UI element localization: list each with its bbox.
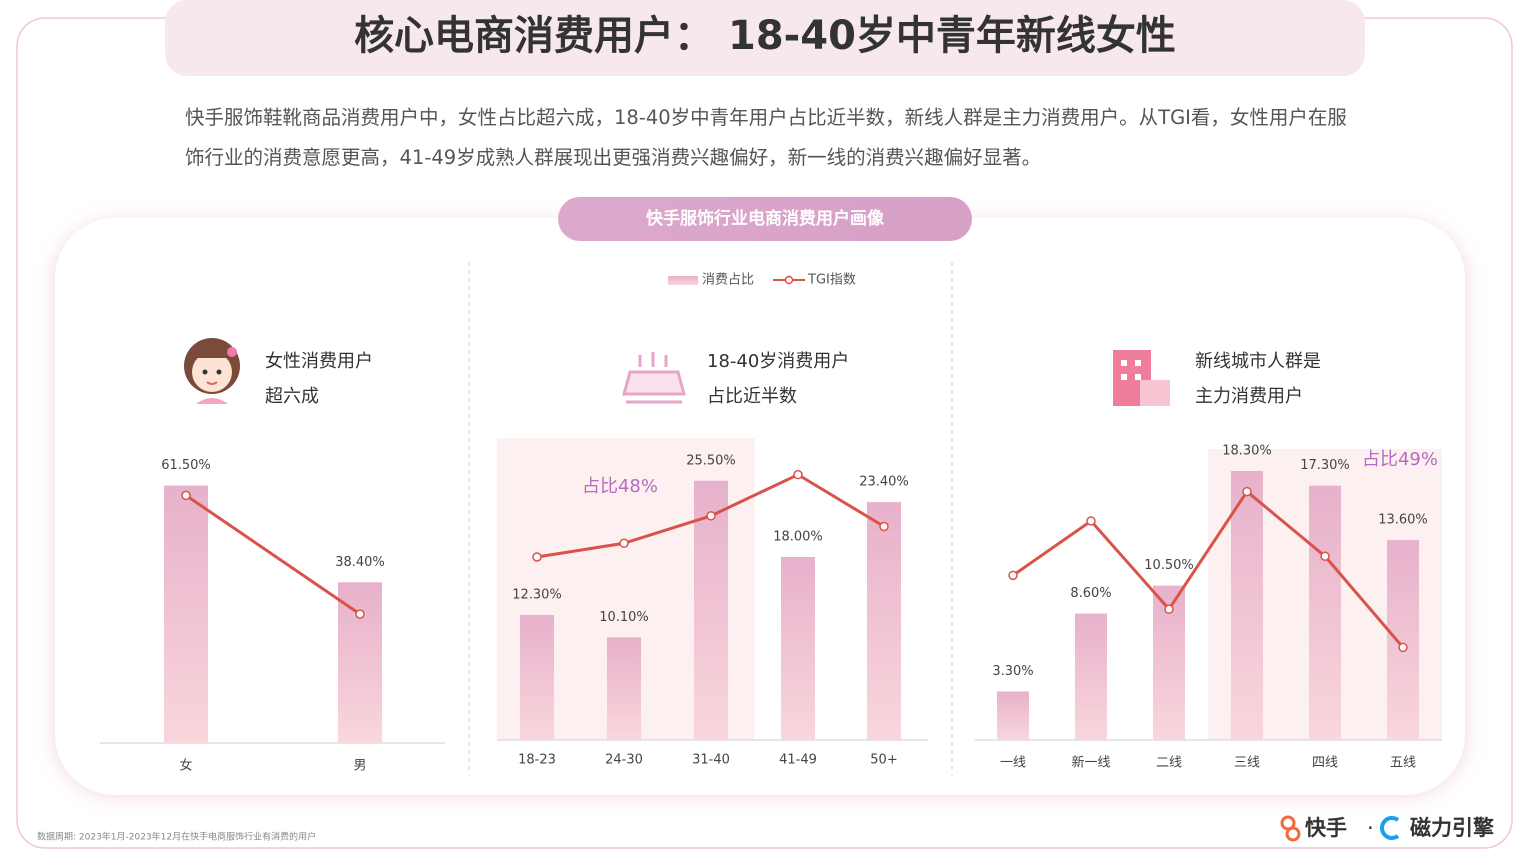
bar (164, 485, 208, 743)
description: 快手服饰鞋靴商品消费用户中，女性占比超六成，18-40岁中青年用户占比近半数，新… (185, 106, 1347, 169)
value-label: 18.00% (773, 530, 823, 545)
x-tick-label: 一线 (1000, 756, 1026, 771)
bar (520, 614, 554, 740)
bar (1231, 470, 1263, 740)
bar (867, 502, 901, 740)
x-tick-label: 24-30 (605, 753, 643, 768)
title-banner (165, 0, 1365, 76)
highlight-label: 占比49% (1362, 449, 1438, 470)
bar (1387, 540, 1419, 740)
chart-heading: 占比近半数 (707, 386, 797, 407)
x-tick-label: 三线 (1234, 756, 1260, 771)
tgi-marker (1164, 604, 1174, 614)
value-label: 10.50% (1144, 558, 1194, 573)
x-tick-label: 31-40 (692, 753, 730, 768)
value-label: 8.60% (1070, 586, 1111, 601)
x-tick-label: 18-23 (518, 753, 556, 768)
chart-heading: 超六成 (265, 386, 319, 407)
x-tick-label: 女 (179, 758, 192, 774)
x-tick-label: 41-49 (779, 753, 817, 768)
x-tick-label: 二线 (1156, 756, 1182, 771)
panel (55, 218, 1465, 795)
tgi-line (185, 494, 361, 616)
tgi-marker (1242, 486, 1252, 497)
bar (338, 582, 382, 743)
tgi-marker (181, 490, 191, 501)
tgi-marker (793, 469, 803, 480)
value-label: 3.30% (992, 664, 1033, 679)
brand-separator: · (1367, 816, 1374, 840)
brand-logo (1280, 815, 1400, 842)
chart-heading: 新线城市人群是 (1195, 351, 1321, 372)
bar (1075, 613, 1107, 740)
legend-label: 消费占比 (702, 273, 754, 288)
value-label: 12.30% (512, 587, 562, 602)
tgi-marker (879, 521, 889, 532)
building-icon (1113, 350, 1170, 406)
tgi-marker (1008, 570, 1018, 581)
tgi-marker (706, 511, 716, 521)
x-tick-label: 新一线 (1071, 755, 1110, 771)
source: 数据周期: 2023年1月-2023年12月在快手电商服饰行业有消费的用户 (37, 831, 316, 843)
highlight-label: 占比48% (582, 476, 658, 497)
bar (1309, 485, 1341, 740)
legend-label: TGI指数 (807, 273, 856, 288)
bar (781, 557, 815, 740)
tgi-marker (1086, 516, 1096, 526)
bar (607, 637, 641, 740)
brand-name: 快手 (1305, 816, 1347, 840)
x-tick-label: 50+ (870, 753, 897, 768)
chart-heading: 女性消费用户 (265, 351, 373, 372)
cake-icon (622, 352, 686, 404)
chart-heading: 主力消费用户 (1195, 386, 1303, 407)
value-label: 61.50% (161, 458, 211, 473)
title: 核心电商消费用户： 18-40岁中青年新线女性 (354, 13, 1176, 59)
bar (997, 691, 1029, 740)
tgi-marker (1320, 551, 1330, 561)
legend-marker (784, 275, 794, 285)
tgi-marker (532, 552, 542, 562)
tgi-marker (1398, 642, 1408, 653)
value-label: 17.30% (1300, 458, 1350, 473)
value-label: 18.30% (1222, 443, 1272, 458)
value-label: 25.50% (686, 453, 736, 468)
bar (694, 480, 728, 740)
x-tick-label: 五线 (1390, 756, 1416, 771)
value-label: 38.40% (335, 555, 385, 570)
x-tick-label: 四线 (1312, 756, 1338, 771)
legend-swatch (668, 276, 698, 285)
value-label: 13.60% (1378, 513, 1428, 528)
chart-heading: 18-40岁消费用户 (707, 351, 849, 372)
section-pill (558, 197, 972, 241)
tgi-marker (355, 609, 365, 619)
brand-name: 磁力引擎 (1410, 816, 1494, 840)
section-label: 快手服饰行业电商消费用户画像 (646, 208, 885, 229)
girl-icon (184, 338, 240, 404)
value-label: 23.40% (859, 475, 909, 490)
tgi-line (1012, 489, 1405, 649)
value-label: 10.10% (599, 610, 649, 625)
tgi-marker (619, 538, 629, 549)
x-tick-label: 男 (353, 759, 366, 774)
